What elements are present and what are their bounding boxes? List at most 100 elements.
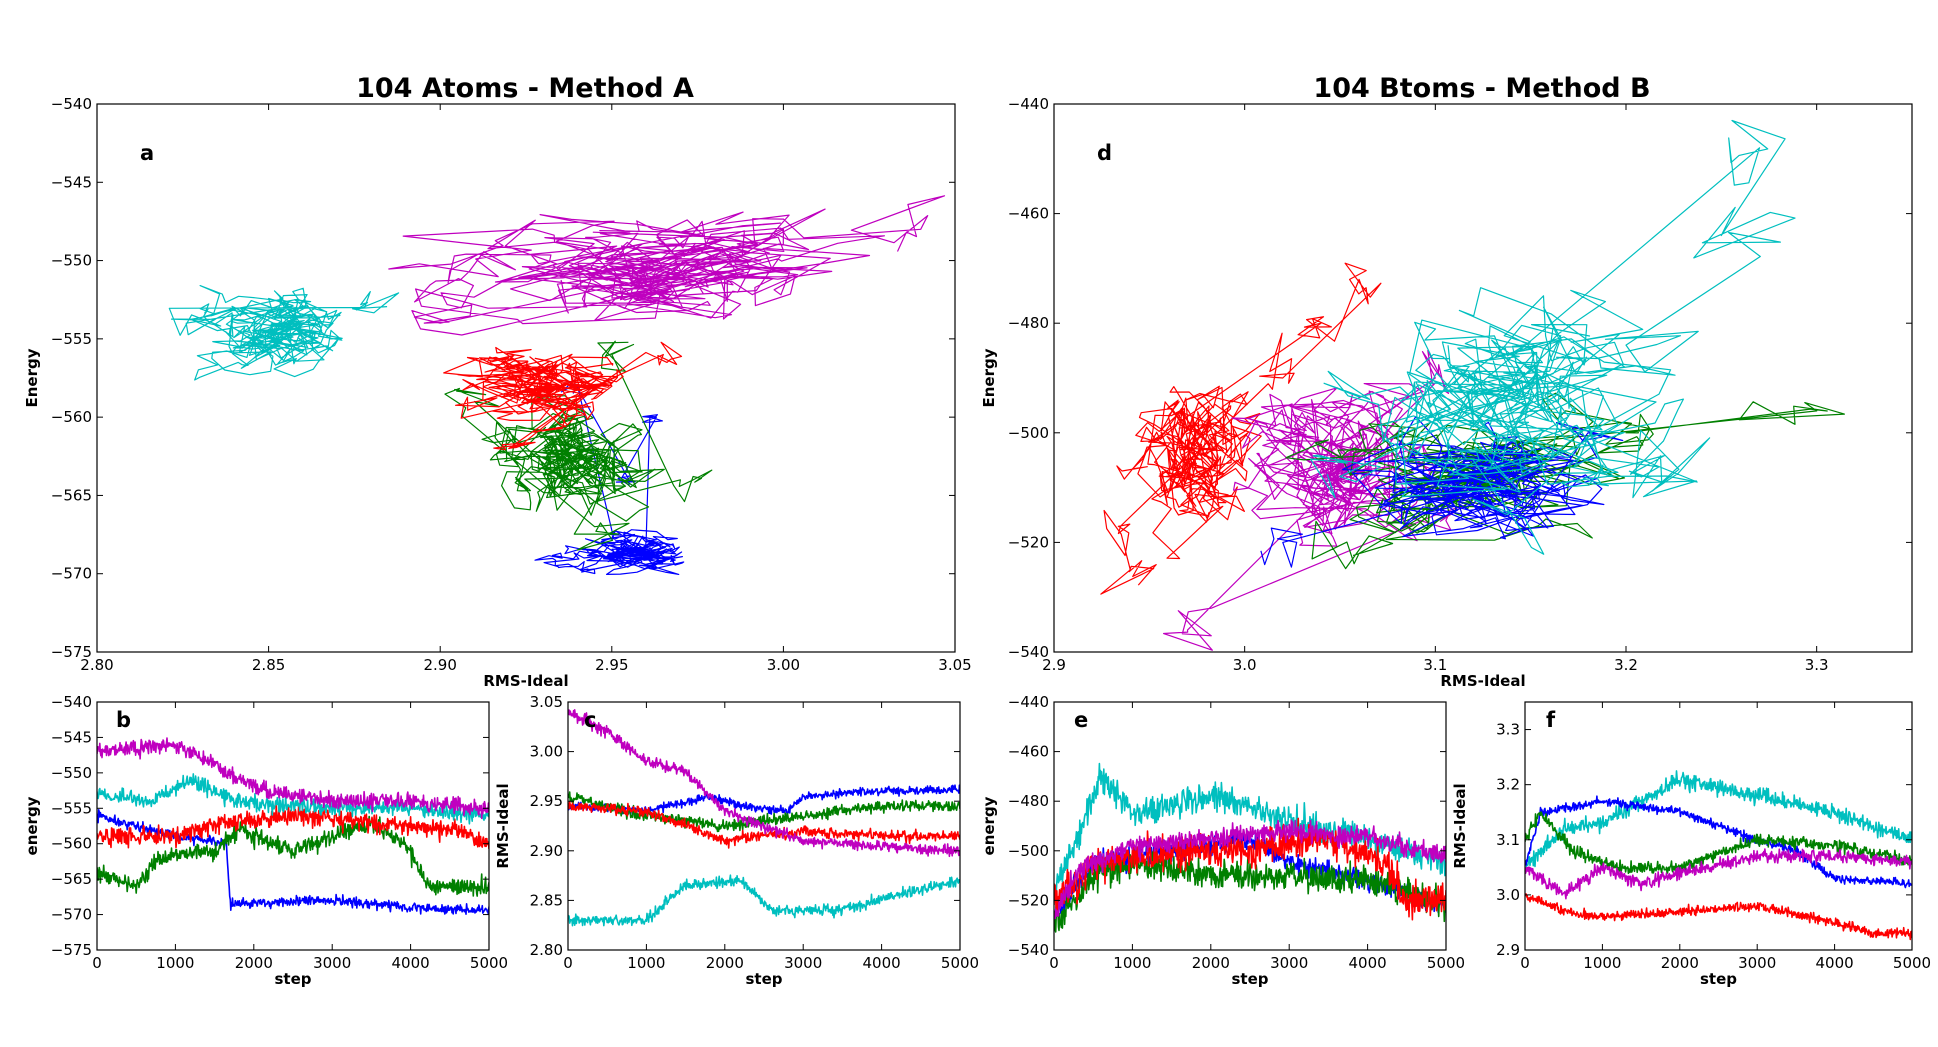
ylabel-a: Energy [23,348,41,407]
series-b-green [97,815,489,897]
ytick-label-c: 3.00 [530,743,563,761]
ylabel-f: RMS-Ideal [1451,783,1469,868]
ytick-label-c: 2.85 [530,891,563,909]
ytick-label-a: −570 [51,565,92,583]
ytick-label-a: −560 [51,408,92,426]
panel-label-c: c [584,708,596,732]
xlabel-a: RMS-Ideal [483,672,568,690]
xtick-label-e: 2000 [1192,954,1230,972]
ytick-label-d: −460 [1008,205,1049,223]
xlabel-d: RMS-Ideal [1440,672,1525,690]
ytick-label-a: −550 [51,252,92,270]
series-group-a [168,195,946,575]
xtick-label-e: 3000 [1270,954,1308,972]
xtick-label-a: 2.85 [252,656,285,674]
xtick-label-a: 2.80 [80,656,113,674]
panel-label-f: f [1546,708,1556,732]
xtick-label-d: 3.2 [1614,656,1638,674]
xtick-label-c: 4000 [863,954,901,972]
ytick-label-a: −575 [51,643,92,661]
xtick-label-c: 2000 [706,954,744,972]
chart-panel-c: 0 1000 2000 3000 4000 5000 2.80 2.85 2.90 2.95 3.0… [494,693,979,988]
ytick-label-b: −560 [51,835,92,853]
ytick-label-e: −500 [1008,842,1049,860]
xtick-label-d: 2.9 [1042,656,1066,674]
series-e-magenta [1054,819,1446,920]
xtick-label-a: 2.90 [423,656,456,674]
xtick-label-f: 2000 [1661,954,1699,972]
xtick-label-b: 4000 [392,954,430,972]
xtick-label-c: 3000 [784,954,822,972]
panel-label-e: e [1074,708,1088,732]
series-c-red [568,800,960,849]
series-d-magenta [1163,350,1466,651]
xtick-label-c: 0 [563,954,573,972]
ytick-label-e: −440 [1008,693,1049,711]
series-f-magenta [1525,848,1912,900]
ytick-label-b: −555 [51,799,92,817]
plot-frame-e [1053,701,1447,951]
xtick-label-f: 0 [1520,954,1530,972]
xtick-label-c: 5000 [941,954,979,972]
series-e-red [1054,817,1446,921]
series-a-cyan [168,285,400,381]
ytick-label-c: 2.80 [530,941,563,959]
series-c-cyan [568,874,960,927]
ytick-label-b: −545 [51,728,92,746]
ytick-label-e: −480 [1008,792,1049,810]
series-a-blue [534,380,685,575]
xtick-label-b: 5000 [470,954,508,972]
ylabel-c: RMS-Ideal [494,783,512,868]
xtick-label-b: 3000 [313,954,351,972]
xtick-label-c: 1000 [627,954,665,972]
series-group-b [97,737,489,915]
ytick-label-f: 3.0 [1496,886,1520,904]
series-b-red [97,804,489,850]
xtick-label-e: 0 [1049,954,1059,972]
plot-frame-b [96,701,490,951]
series-f-blue [1525,795,1912,889]
ytick-label-a: −545 [51,173,92,191]
chart-panels: 2.80 2.85 2.90 2.95 3.00 3.05−575−570−565−560… [23,95,1931,988]
plot-frame-f [1524,701,1913,951]
xtick-label-f: 1000 [1583,954,1621,972]
series-group-d [1100,119,1845,651]
xtick-label-a: 3.00 [767,656,800,674]
chart-panel-f: 0 1000 2000 3000 4000 5000 2.9 3.0 3.1 3.2 3.3 step… [1451,701,1931,988]
ytick-label-a: −540 [51,95,92,113]
chart-panel-d: 2.9 3.0 3.1 3.2 3.3 −540 −520 −500 −480 −460 −440 R… [980,95,1913,690]
series-f-red [1525,893,1912,941]
series-group-e [1054,762,1446,933]
series-e-green [1054,847,1446,933]
right-figure-title: 104 Btoms - Method B [1313,73,1650,104]
ytick-label-b: −550 [51,764,92,782]
chart-panel-b: 0 1000 2000 3000 4000 5000 −575 −570 −565 −560 −55… [23,693,508,988]
xtick-label-e: 1000 [1113,954,1151,972]
plot-frame-a [96,103,956,653]
xtick-label-d: 3.0 [1233,656,1257,674]
ylabel-b: energy [23,796,41,855]
xtick-label-f: 5000 [1893,954,1931,972]
ytick-label-b: −565 [51,870,92,888]
xlabel-b: step [274,970,311,988]
xtick-label-a: 3.05 [938,656,971,674]
panel-label-a: a [140,141,154,165]
series-group-c [568,709,960,927]
xtick-label-f: 3000 [1738,954,1776,972]
series-b-magenta [97,737,489,820]
ytick-label-e: −540 [1008,941,1049,959]
ytick-label-d: −520 [1008,533,1049,551]
xtick-label-b: 2000 [235,954,273,972]
xlabel-c: step [745,970,782,988]
xtick-label-d: 3.1 [1423,656,1447,674]
ytick-label-c: 2.90 [530,842,563,860]
ylabel-d: Energy [980,348,998,407]
xlabel-e: step [1231,970,1268,988]
series-c-magenta [568,709,960,858]
chart-panel-a: 2.80 2.85 2.90 2.95 3.00 3.05 −575 −570 −565 −560… [23,95,972,690]
ytick-label-f: 2.9 [1496,941,1520,959]
series-d-blue [1260,416,1624,568]
ytick-label-d: −540 [1008,643,1049,661]
ytick-label-b: −575 [51,941,92,959]
